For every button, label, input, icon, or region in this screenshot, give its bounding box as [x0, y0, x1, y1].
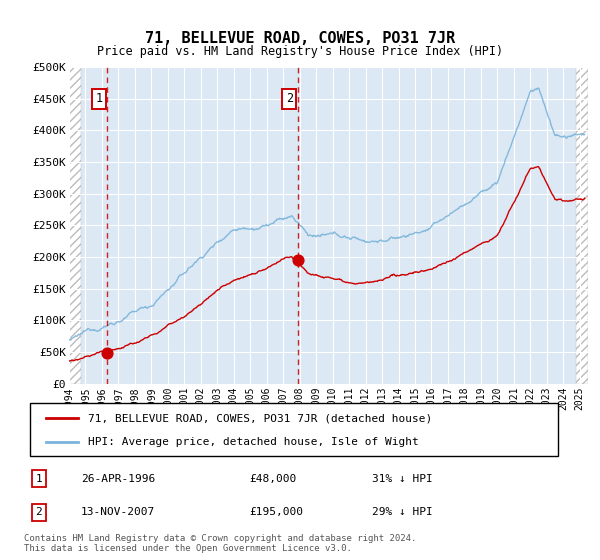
Text: Price paid vs. HM Land Registry's House Price Index (HPI): Price paid vs. HM Land Registry's House … [97, 45, 503, 58]
Text: £195,000: £195,000 [249, 507, 303, 517]
Point [103, 349, 112, 358]
Text: 26-APR-1996: 26-APR-1996 [81, 474, 155, 484]
Text: 71, BELLEVUE ROAD, COWES, PO31 7JR (detached house): 71, BELLEVUE ROAD, COWES, PO31 7JR (deta… [88, 413, 433, 423]
Bar [575, 67, 588, 384]
Text: 1: 1 [35, 474, 43, 484]
Text: Contains HM Land Registry data © Crown copyright and database right 2024.
This d: Contains HM Land Registry data © Crown c… [24, 534, 416, 553]
Text: 71, BELLEVUE ROAD, COWES, PO31 7JR: 71, BELLEVUE ROAD, COWES, PO31 7JR [145, 31, 455, 46]
Bar [69, 67, 82, 384]
Point [293, 256, 302, 265]
Text: £48,000: £48,000 [249, 474, 296, 484]
Text: 2: 2 [35, 507, 43, 517]
Text: 1: 1 [95, 92, 103, 105]
Text: 29% ↓ HPI: 29% ↓ HPI [372, 507, 433, 517]
Text: 31% ↓ HPI: 31% ↓ HPI [372, 474, 433, 484]
Text: 2: 2 [286, 92, 293, 105]
Text: HPI: Average price, detached house, Isle of Wight: HPI: Average price, detached house, Isle… [88, 436, 419, 446]
FancyBboxPatch shape [30, 403, 558, 456]
Text: 13-NOV-2007: 13-NOV-2007 [81, 507, 155, 517]
